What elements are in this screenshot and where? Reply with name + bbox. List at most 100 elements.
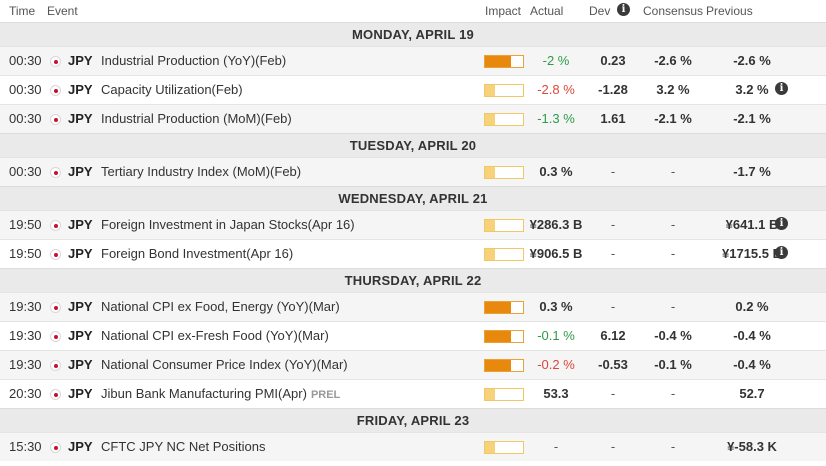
col-previous-header[interactable]: Previous xyxy=(706,4,753,18)
event-row[interactable]: 19:30 JPY National Consumer Price Index (Y… xyxy=(0,350,826,379)
actual-value: ¥906.5 B xyxy=(529,246,583,261)
event-name[interactable]: National CPI ex-Fresh Food (YoY)(Mar) xyxy=(101,322,329,351)
event-currency: JPY xyxy=(68,53,93,68)
event-row[interactable]: 20:30 JPY Jibun Bank Manufacturing PMI(Apr… xyxy=(0,379,826,408)
previous-value: ¥641.1 B xyxy=(725,217,779,232)
deviation-value: - xyxy=(610,299,616,314)
event-name-text[interactable]: National CPI ex Food, Energy (YoY)(Mar) xyxy=(101,299,340,314)
event-name-text[interactable]: CFTC JPY NC Net Positions xyxy=(101,439,266,454)
flag-sun xyxy=(54,171,58,175)
event-name-text[interactable]: Industrial Production (YoY)(Feb) xyxy=(101,53,287,68)
event-name[interactable]: Tertiary Industry Index (MoM)(Feb) xyxy=(101,158,301,187)
japan-flag-icon xyxy=(50,360,61,371)
event-currency: JPY xyxy=(68,164,93,179)
event-name-text[interactable]: National CPI ex-Fresh Food (YoY)(Mar) xyxy=(101,328,329,343)
japan-flag-icon xyxy=(50,442,61,453)
event-actual: -2.8 % xyxy=(527,76,585,105)
day-header: TUESDAY, APRIL 20 xyxy=(0,133,826,157)
event-name[interactable]: Capacity Utilization(Feb) xyxy=(101,76,243,105)
calendar-header: Time Event Impact Actual Dev i Consensus… xyxy=(0,0,826,24)
japan-flag-icon xyxy=(50,389,61,400)
event-deviation: - xyxy=(585,380,641,409)
actual-value: ¥286.3 B xyxy=(529,217,583,232)
revision-info-icon[interactable]: i xyxy=(775,246,788,259)
consensus-value: - xyxy=(670,439,676,454)
deviation-value: -0.53 xyxy=(598,357,628,372)
col-impact-header[interactable]: Impact xyxy=(485,4,522,18)
impact-bar xyxy=(484,166,524,179)
event-row[interactable]: 19:30 JPY National CPI ex Food, Energy (Yo… xyxy=(0,292,826,321)
impact-bar xyxy=(484,248,524,261)
impact-fill xyxy=(485,114,495,125)
flag-sun xyxy=(54,335,58,339)
event-row[interactable]: 19:30 JPY National CPI ex-Fresh Food (YoY)… xyxy=(0,321,826,350)
previous-value: -2.1 % xyxy=(733,111,771,126)
consensus-value: -0.1 % xyxy=(654,357,692,372)
japan-flag-icon xyxy=(50,220,61,231)
event-previous: 52.7 xyxy=(705,380,799,409)
col-consensus-header[interactable]: Consensus xyxy=(643,4,704,18)
consensus-value: - xyxy=(670,164,676,179)
event-name[interactable]: Industrial Production (YoY)(Feb) xyxy=(101,47,286,76)
event-deviation: - xyxy=(585,240,641,269)
event-deviation: - xyxy=(585,211,641,240)
col-dev-header[interactable]: Dev xyxy=(589,4,611,18)
flag-sun xyxy=(54,253,58,257)
event-row[interactable]: 00:30 JPY Capacity Utilization(Feb) -2.8 % -… xyxy=(0,75,826,104)
event-row[interactable]: 19:50 JPY Foreign Investment in Japan Stoc… xyxy=(0,210,826,239)
event-consensus: - xyxy=(641,293,705,322)
event-consensus: 3.2 % xyxy=(641,76,705,105)
event-actual: -0.2 % xyxy=(527,351,585,380)
event-consensus: - xyxy=(641,240,705,269)
impact-fill xyxy=(485,360,511,371)
flag-sun xyxy=(54,118,58,122)
col-time-header[interactable]: Time xyxy=(9,4,36,18)
event-name-text[interactable]: Capacity Utilization(Feb) xyxy=(101,82,243,97)
event-row[interactable]: 15:30 JPY CFTC JPY NC Net Positions - - - ¥-58… xyxy=(0,432,826,461)
event-name[interactable]: Foreign Bond Investment(Apr 16) xyxy=(101,240,293,269)
dev-info-icon[interactable]: i xyxy=(617,3,630,16)
event-time: 20:30 xyxy=(9,386,42,401)
event-time: 19:30 xyxy=(9,357,42,372)
event-currency: JPY xyxy=(68,299,93,314)
col-event-header[interactable]: Event xyxy=(47,4,78,18)
previous-value: -0.4 % xyxy=(733,357,771,372)
previous-value: 0.2 % xyxy=(735,299,769,314)
event-row[interactable]: 00:30 JPY Tertiary Industry Index (MoM)(Fe… xyxy=(0,157,826,186)
event-name[interactable]: CFTC JPY NC Net Positions xyxy=(101,433,265,462)
event-name[interactable]: National Consumer Price Index (YoY)(Mar) xyxy=(101,351,348,380)
impact-bar xyxy=(484,330,524,343)
event-name[interactable]: Jibun Bank Manufacturing PMI(Apr) PREL xyxy=(101,380,340,409)
event-previous: ¥641.1 B xyxy=(705,211,799,240)
event-name[interactable]: Foreign Investment in Japan Stocks(Apr 1… xyxy=(101,211,355,240)
event-deviation: -0.53 xyxy=(585,351,641,380)
event-name-text[interactable]: Jibun Bank Manufacturing PMI(Apr) xyxy=(101,386,307,401)
event-name-text[interactable]: National Consumer Price Index (YoY)(Mar) xyxy=(101,357,348,372)
japan-flag-icon xyxy=(50,331,61,342)
event-deviation: - xyxy=(585,158,641,187)
event-name-text[interactable]: Industrial Production (MoM)(Feb) xyxy=(101,111,292,126)
consensus-value: 3.2 % xyxy=(656,82,690,97)
consensus-value: -2.6 % xyxy=(654,53,692,68)
event-row[interactable]: 00:30 JPY Industrial Production (YoY)(Feb)… xyxy=(0,46,826,75)
event-name[interactable]: National CPI ex Food, Energy (YoY)(Mar) xyxy=(101,293,340,322)
event-name-text[interactable]: Foreign Bond Investment(Apr 16) xyxy=(101,246,294,261)
event-row[interactable]: 19:50 JPY Foreign Bond Investment(Apr 16) ¥… xyxy=(0,239,826,268)
col-actual-header[interactable]: Actual xyxy=(530,4,564,18)
impact-fill xyxy=(485,85,495,96)
event-name-text[interactable]: Tertiary Industry Index (MoM)(Feb) xyxy=(101,164,302,179)
revision-info-icon[interactable]: i xyxy=(775,82,788,95)
previous-value: 52.7 xyxy=(739,386,765,401)
event-row[interactable]: 00:30 JPY Industrial Production (MoM)(Feb)… xyxy=(0,104,826,133)
event-currency: JPY xyxy=(68,357,93,372)
event-deviation: - xyxy=(585,433,641,462)
revision-info-icon[interactable]: i xyxy=(775,217,788,230)
event-name[interactable]: Industrial Production (MoM)(Feb) xyxy=(101,105,292,134)
flag-sun xyxy=(54,364,58,368)
actual-value: -1.3 % xyxy=(537,111,575,126)
consensus-value: -0.4 % xyxy=(654,328,692,343)
event-name-text[interactable]: Foreign Investment in Japan Stocks(Apr 1… xyxy=(101,217,355,232)
japan-flag-icon xyxy=(50,249,61,260)
event-actual: -0.1 % xyxy=(527,322,585,351)
